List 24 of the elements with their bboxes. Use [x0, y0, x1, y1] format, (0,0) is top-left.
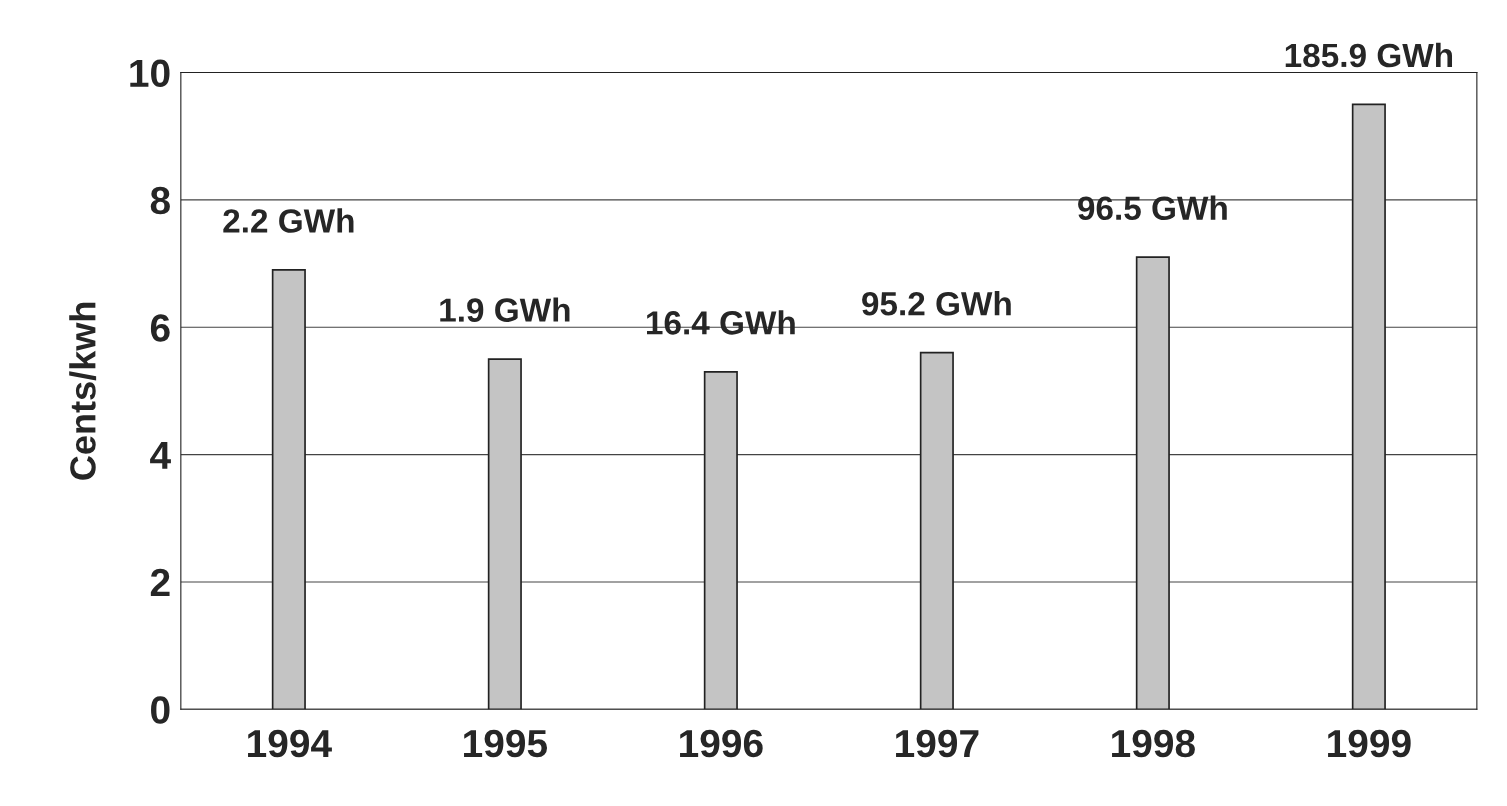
bar [1351, 103, 1386, 710]
annotation: 185.9 GWh [1285, 42, 1453, 68]
y-tick-label: 6 [150, 314, 170, 342]
y-tick-label: 4 [150, 441, 171, 469]
annotation: 95.2 GWh [862, 291, 1011, 316]
y-tick-label: 10 [130, 59, 170, 88]
y-tick-label: 2 [150, 568, 170, 597]
x-tick-label: 1999 [1328, 729, 1411, 758]
annotation: 96.5 GWh [1078, 195, 1227, 221]
y-tick-label: 8 [150, 186, 170, 215]
x-tick-label: 1995 [464, 729, 548, 758]
x-tick-label: 1998 [1112, 729, 1195, 758]
bar [1135, 256, 1170, 710]
y-tick-label: 0 [151, 696, 170, 724]
bar [271, 269, 306, 710]
annotation: 1.9 GWh [440, 297, 570, 322]
bar [703, 370, 738, 710]
annotation: 2.2 GWh [223, 208, 354, 233]
bar [919, 351, 954, 710]
x-tick-label: 1994 [248, 729, 332, 758]
y-axis-title: Cents/kwh [69, 302, 97, 480]
x-tick-label: 1996 [680, 729, 763, 758]
x-tick-label: 1997 [896, 729, 979, 758]
bar [487, 358, 522, 710]
